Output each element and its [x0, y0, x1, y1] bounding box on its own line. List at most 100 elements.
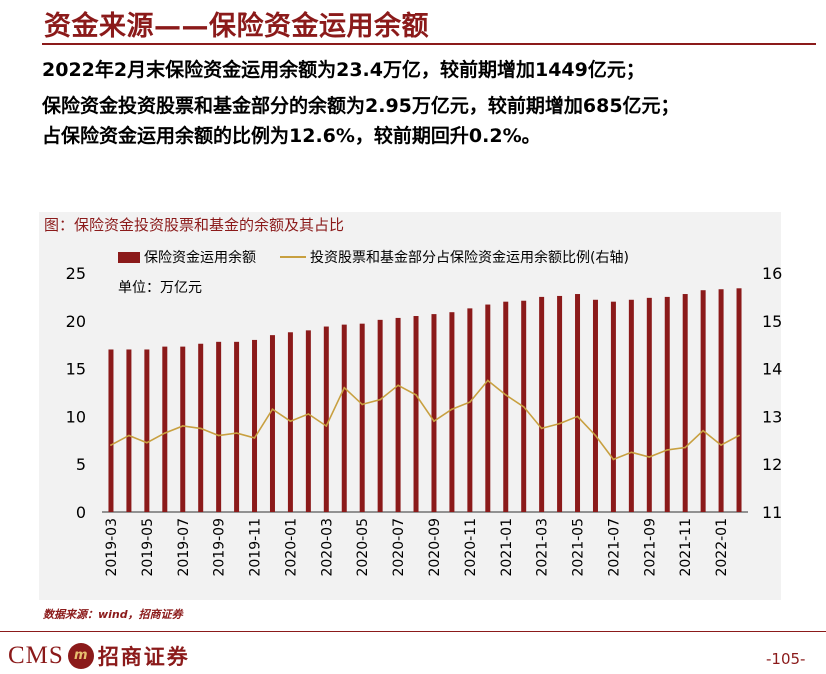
ratio-point-2019-05: [145, 441, 148, 444]
logo-text: CMS: [8, 642, 64, 669]
x-tick-label: 2020-11: [463, 518, 479, 577]
bar-2019-06: [162, 346, 168, 512]
bar-2020-01: [287, 332, 293, 512]
legend-bar-swatch: [118, 251, 140, 263]
bar-2019-07: [180, 346, 186, 512]
x-tick-label: 2019-07: [176, 518, 192, 577]
x-tick-label: 2019-03: [104, 518, 120, 577]
x-tick-label: 2021-01: [499, 518, 515, 577]
ratio-point-2019-07: [181, 425, 184, 427]
ratio-point-2020-11: [468, 401, 471, 403]
ratio-point-2021-05: [576, 415, 579, 418]
ratio-point-2021-10: [666, 448, 669, 451]
bar-2021-12: [700, 290, 706, 512]
ratio-point-2020-07: [397, 384, 399, 387]
bar-2022-01: [718, 289, 724, 512]
y-left-tick-label: 20: [66, 312, 86, 331]
ratio-point-2021-12: [702, 429, 705, 432]
bar-2019-12: [269, 335, 275, 512]
y-right-tick-label: 13: [762, 407, 782, 426]
bar-2021-11: [682, 294, 688, 512]
bar-2020-12: [485, 304, 491, 512]
brand-logo: CMS m 招商证券: [8, 641, 190, 671]
ratio-point-2019-12: [271, 408, 274, 411]
summary-line-1: 2022年2月末保险资金运用余额为23.4万亿，较前期增加1449亿元；: [42, 59, 645, 81]
x-tick-label: 2020-01: [283, 518, 299, 577]
x-tick-label: 2019-05: [140, 518, 156, 577]
x-tick-label: 2021-07: [606, 518, 622, 577]
x-tick-label: 2021-09: [642, 518, 658, 577]
page-title: 资金来源——保险资金运用余额: [44, 11, 429, 42]
bar-2020-04: [341, 324, 347, 512]
ratio-point-2021-07: [612, 458, 615, 461]
bar-2021-07: [610, 301, 616, 512]
summary-line-3: 占保险资金运用余额的比例为12.6%，较前期回升0.2%。: [42, 125, 541, 147]
x-tick-label: 2020-05: [355, 518, 371, 577]
ratio-point-2019-11: [253, 437, 256, 439]
x-tick-label: 2022-01: [714, 518, 730, 577]
ratio-point-2020-04: [343, 386, 346, 389]
bar-2021-10: [664, 296, 670, 512]
bar-2019-04: [126, 349, 132, 512]
ratio-point-2019-10: [235, 432, 238, 435]
title-divider: [42, 43, 816, 45]
y-right-tick-label: 14: [762, 360, 782, 379]
y-left-tick-label: 25: [66, 264, 86, 283]
bar-2020-05: [359, 323, 365, 512]
y-left-tick-label: 15: [66, 360, 86, 379]
x-tick-label: 2021-05: [571, 518, 587, 577]
bar-2019-03: [108, 349, 114, 512]
bar-2020-09: [431, 314, 437, 512]
x-tick-label: 2021-03: [535, 518, 551, 577]
bar-2019-09: [216, 341, 222, 512]
logo-mark-icon: m: [67, 643, 94, 669]
bar-2019-05: [144, 349, 150, 512]
x-tick-label: 2019-11: [248, 518, 264, 577]
bar-2019-11: [252, 339, 258, 512]
bar-2019-10: [234, 341, 240, 512]
y-right-tick-label: 16: [762, 264, 782, 283]
y-left-tick-label: 0: [76, 503, 86, 522]
ratio-point-2019-08: [199, 427, 202, 430]
ratio-point-2021-03: [540, 427, 543, 430]
bar-2021-01: [503, 301, 509, 512]
ratio-point-2022-02: [738, 434, 740, 437]
bar-2021-06: [592, 299, 598, 512]
data-source: 数据来源：wind，招商证券: [43, 608, 183, 621]
ratio-point-2021-02: [522, 405, 525, 408]
ratio-point-2020-05: [361, 403, 364, 406]
page-number: -105-: [766, 650, 806, 668]
y-left-tick-label: 5: [76, 455, 86, 474]
ratio-point-2019-06: [163, 432, 166, 435]
y-right-tick-label: 12: [762, 455, 782, 474]
ratio-point-2020-03: [325, 425, 328, 427]
legend-bar-label: 保险资金运用余额: [144, 250, 256, 266]
ratio-point-2020-02: [307, 413, 310, 415]
ratio-point-2022-01: [720, 444, 722, 446]
ratio-point-2020-06: [379, 398, 382, 401]
ratio-point-2019-09: [217, 434, 220, 437]
figure-title: 图：保险资金投资股票和基金的余额及其占比: [44, 216, 345, 234]
ratio-line: [110, 379, 740, 461]
ratio-point-2021-11: [684, 446, 687, 449]
ratio-point-2020-09: [433, 420, 435, 423]
bar-2021-04: [557, 295, 563, 512]
ratio-point-2019-04: [128, 434, 130, 437]
ratio-point-2020-10: [451, 408, 453, 411]
bar-2021-03: [539, 296, 545, 512]
bar-2020-11: [467, 308, 473, 512]
y-right-tick-label: 11: [762, 503, 782, 522]
logo-chinese-name: 招商证券: [97, 645, 190, 669]
chart-legend: 保险资金运用余额 投资股票和基金部分占保险资金运用余额比例(右轴): [118, 247, 629, 267]
bar-2020-08: [413, 316, 419, 512]
x-tick-label: 2021-11: [678, 518, 694, 577]
bar-2021-05: [575, 294, 581, 512]
ratio-point-2021-06: [594, 434, 597, 437]
ratio-point-2021-09: [648, 456, 651, 458]
bar-2020-06: [377, 319, 383, 512]
bar-2020-10: [449, 312, 455, 512]
bar-2021-09: [646, 297, 652, 512]
bar-2020-03: [323, 326, 329, 512]
ratio-point-2020-12: [486, 379, 489, 382]
